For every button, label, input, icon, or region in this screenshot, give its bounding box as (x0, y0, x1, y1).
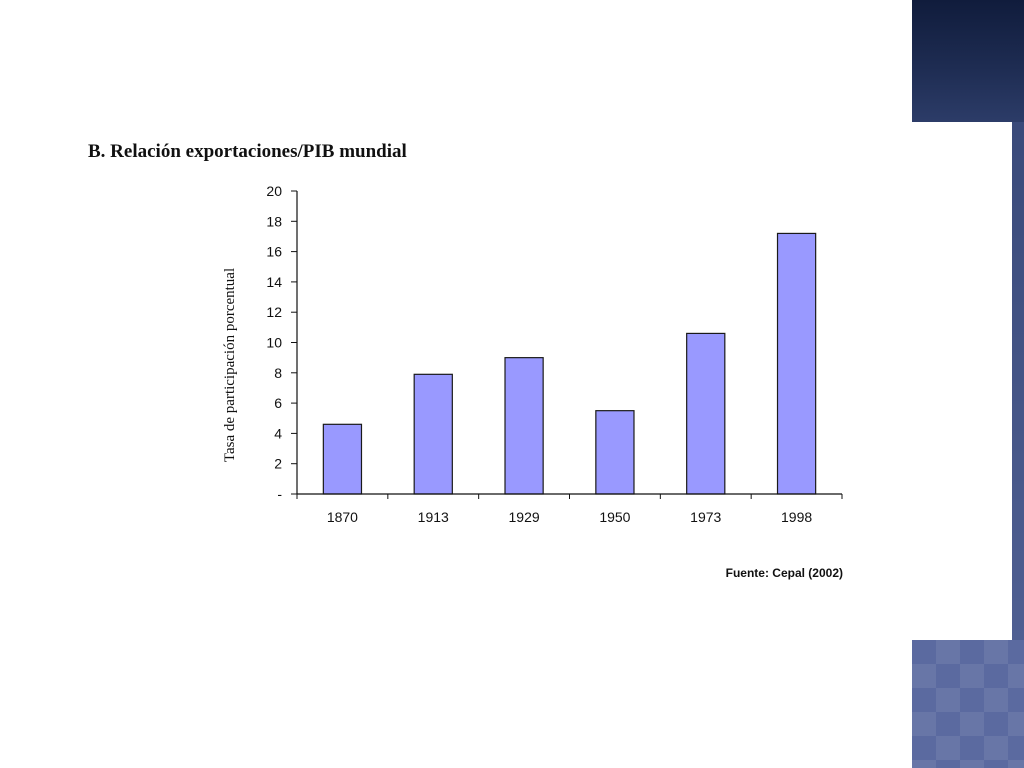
bar (504, 357, 544, 495)
decorative-top-panel (912, 0, 1024, 122)
y-tick-label: 20 (266, 183, 282, 199)
y-tick-label: 12 (266, 304, 282, 320)
y-tick-label: 2 (274, 456, 282, 472)
x-tick-label: 1929 (509, 509, 540, 525)
bar (413, 373, 453, 495)
x-tick-label: 1998 (781, 509, 812, 525)
x-tick-label: 1950 (599, 509, 630, 525)
x-tick-label: 1870 (327, 509, 358, 525)
x-tick-label: 1973 (690, 509, 721, 525)
y-axis: - 2 4 6 8 10 12 14 16 18 20 (266, 183, 298, 502)
y-tick-label: 10 (266, 335, 282, 351)
x-axis: 1870 1913 1929 1950 1973 1998 (296, 493, 843, 525)
decorative-bottom-panel (912, 640, 1024, 768)
bar (776, 232, 817, 495)
bar (595, 410, 635, 495)
bar (686, 332, 726, 495)
chart-title: B. Relación exportaciones/PIB mundial (88, 141, 407, 162)
y-tick-label: - (277, 486, 282, 502)
y-axis-label: Tasa de participación porcentual (222, 268, 238, 462)
x-tick-label: 1913 (418, 509, 449, 525)
chart-source: Fuente: Cepal (2002) (725, 566, 843, 580)
bar (322, 423, 363, 495)
y-tick-label: 8 (274, 365, 282, 381)
y-tick-label: 16 (266, 244, 282, 260)
y-tick-label: 14 (266, 274, 282, 290)
bars (322, 232, 817, 495)
y-tick-label: 4 (274, 425, 282, 441)
y-tick-label: 18 (266, 213, 282, 229)
y-tick-label: 6 (274, 395, 282, 411)
decorative-side-strip (1012, 122, 1024, 640)
